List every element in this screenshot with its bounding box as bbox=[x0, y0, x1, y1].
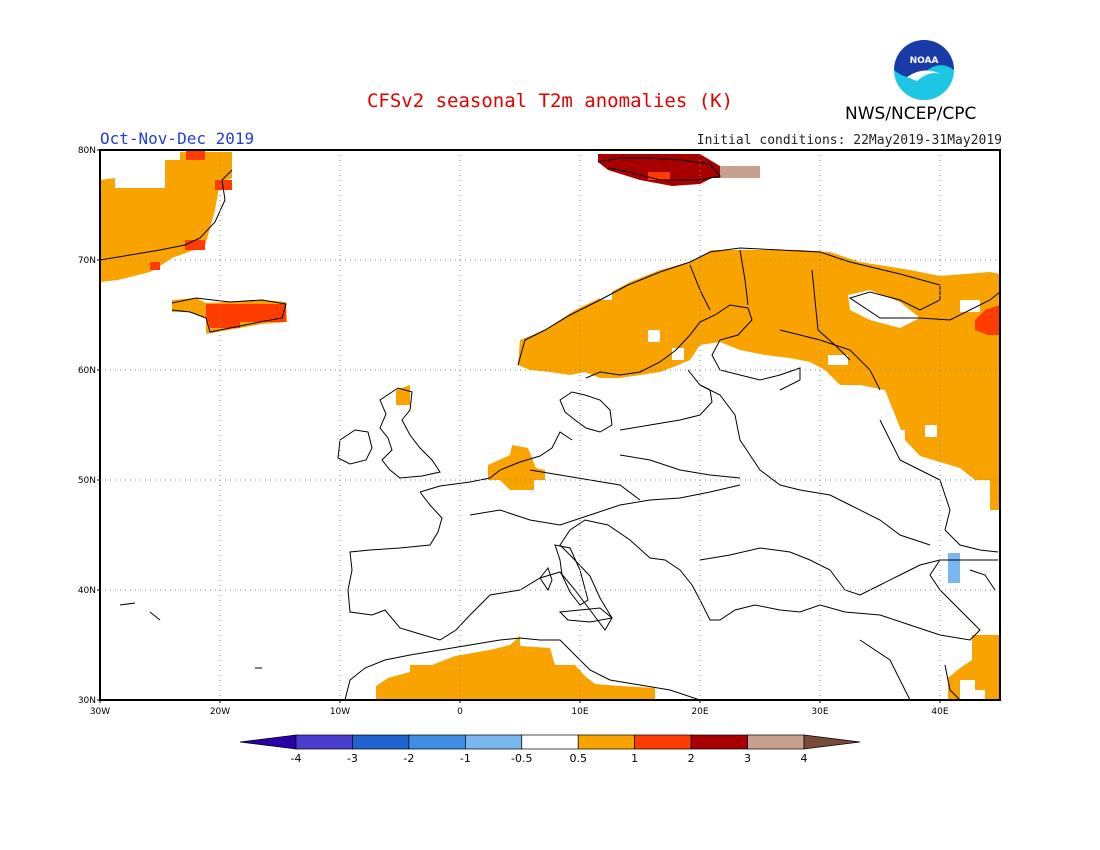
colorbar-label: -0.5 bbox=[511, 752, 532, 765]
map-content bbox=[100, 150, 1000, 700]
lon-label: 40E bbox=[931, 707, 948, 717]
lon-label: 20E bbox=[691, 707, 708, 717]
anomaly-caucasus bbox=[948, 553, 960, 583]
anomaly-north-africa bbox=[376, 636, 655, 700]
gridlines bbox=[100, 150, 1000, 700]
colorbar-segment bbox=[295, 734, 353, 750]
lat-label: 50N bbox=[78, 476, 96, 486]
colorbar-segment bbox=[634, 734, 692, 750]
lon-label: 0 bbox=[457, 707, 463, 717]
colorbar-segment bbox=[747, 734, 805, 750]
colorbar-segment bbox=[690, 734, 748, 750]
chart-title: CFSv2 seasonal T2m anomalies (K) bbox=[366, 90, 734, 112]
anomaly-layer bbox=[100, 150, 1000, 700]
anomaly-benelux bbox=[488, 445, 545, 490]
lon-label: 10E bbox=[571, 707, 588, 717]
anomaly-greenland bbox=[100, 152, 232, 282]
colorbar-label: -4 bbox=[291, 752, 302, 765]
colorbar-segment bbox=[521, 734, 579, 750]
lat-label: 40N bbox=[78, 586, 96, 596]
colorbar-segment bbox=[464, 734, 523, 750]
colorbar-arrow-high bbox=[803, 734, 861, 750]
lon-label: 30W bbox=[90, 707, 110, 717]
coastlines bbox=[100, 157, 1000, 700]
initial-conditions-label: Initial conditions: 22May2019-31May2019 bbox=[696, 133, 1002, 148]
colorbar-label: 0.5 bbox=[569, 752, 587, 765]
lat-label: 70N bbox=[78, 256, 96, 266]
map-frame bbox=[99, 149, 1001, 701]
colorbar-label: 1 bbox=[631, 752, 638, 765]
lat-label: 80N bbox=[78, 146, 96, 156]
colorbar: -4 -3 -2 -1 -0.5 0.5 1 2 3 4 bbox=[239, 734, 861, 765]
lat-label: 30N bbox=[78, 696, 96, 706]
colorbar-label: 3 bbox=[744, 752, 751, 765]
lon-label: 10W bbox=[330, 707, 350, 717]
anomaly-middle-east bbox=[948, 635, 1000, 700]
colorbar-segment bbox=[352, 734, 410, 750]
colorbar-segment bbox=[577, 734, 636, 750]
lat-label: 60N bbox=[78, 366, 96, 376]
noaa-logo: NOAA bbox=[894, 40, 954, 100]
agency-label: NWS/NCEP/CPC bbox=[845, 104, 977, 124]
colorbar-label: 2 bbox=[688, 752, 695, 765]
axis-labels: 30N 40N 50N 60N 70N 80N 30W 20W 10W 0 10E 20E 30E 40E bbox=[78, 146, 949, 717]
colorbar-label: -1 bbox=[460, 752, 471, 765]
colorbar-label: -2 bbox=[403, 752, 414, 765]
colorbar-segment bbox=[408, 734, 466, 750]
lon-label: 20W bbox=[210, 707, 230, 717]
colorbar-label: 4 bbox=[801, 752, 808, 765]
colorbar-arrow-low bbox=[239, 734, 297, 750]
colorbar-label: -3 bbox=[347, 752, 358, 765]
season-label: Oct-Nov-Dec 2019 bbox=[100, 129, 255, 148]
logo-text: NOAA bbox=[910, 56, 939, 66]
anomaly-svalbard bbox=[598, 154, 760, 186]
lon-label: 30E bbox=[811, 707, 828, 717]
